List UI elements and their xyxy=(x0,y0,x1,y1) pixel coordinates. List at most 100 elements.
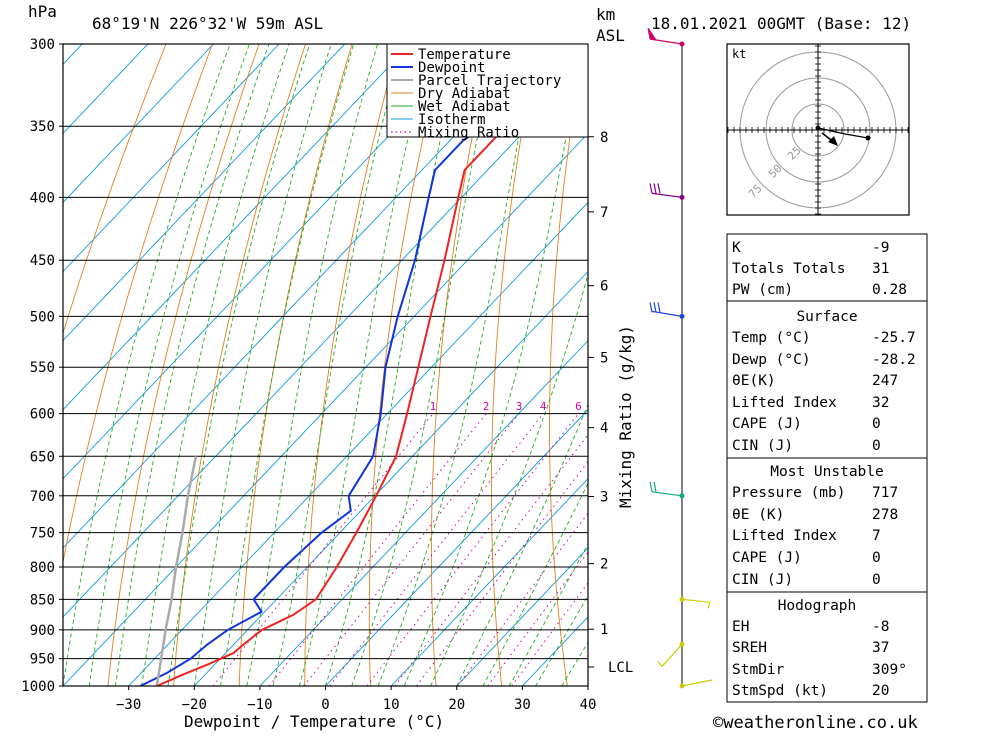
height-tick-label: 3 xyxy=(600,490,608,506)
y-tick-label: 650 xyxy=(30,449,55,465)
hodograph: kt 25 50 75 xyxy=(726,43,910,216)
legend-wet-adiabat: Wet Adiabat xyxy=(418,99,511,115)
y-tick-label: 450 xyxy=(30,253,55,269)
eh-value: -8 xyxy=(872,619,889,635)
legend-temperature: Temperature xyxy=(418,47,511,63)
dewpoint-line xyxy=(139,44,510,686)
mixing-ratio-line xyxy=(329,413,544,686)
totals-totals-value: 31 xyxy=(872,261,889,277)
mixing-ratio-line xyxy=(303,413,520,686)
surface-dewp-label: Dewp (°C) xyxy=(732,352,811,368)
temperature-axis: −30 −20 −10 0 10 20 30 40 xyxy=(116,686,596,713)
surface-lifted-index-label: Lifted Index xyxy=(732,395,837,411)
y-tick-label: 1000 xyxy=(21,679,55,695)
isotherm-line xyxy=(390,478,588,686)
hodograph-block-title: Hodograph xyxy=(778,598,857,614)
isotherm-line xyxy=(456,547,588,686)
surface-title: Surface xyxy=(796,309,857,325)
wind-barb-flag xyxy=(649,302,653,313)
mu-theta-e-value: 278 xyxy=(872,507,898,523)
height-tick-label: LCL xyxy=(608,660,633,676)
dry-adiabat-line xyxy=(63,44,213,565)
stmdir-label: StmDir xyxy=(732,662,785,678)
copyright[interactable]: ©weatheronline.co.uk xyxy=(713,713,918,733)
wind-barb-shaft xyxy=(681,598,711,603)
dry-adiabat-line xyxy=(63,44,167,335)
pw-value: 0.28 xyxy=(872,282,907,298)
surface-temp-value: -25.7 xyxy=(872,330,916,346)
wind-barbs xyxy=(647,27,713,689)
temperature-line xyxy=(156,44,546,686)
height-tick-label: 5 xyxy=(600,350,608,366)
wet-adiabat-line xyxy=(63,44,231,686)
mu-lifted-index-label: Lifted Index xyxy=(732,528,837,544)
hodograph-origin xyxy=(815,125,821,131)
wind-barb-pennant xyxy=(647,27,658,41)
mu-cape-label: CAPE (J) xyxy=(732,550,802,566)
km-unit-label: km xyxy=(596,5,615,24)
stmspd-label: StmSpd (kt) xyxy=(732,683,828,699)
dry-adiabat-line xyxy=(660,44,698,686)
isotherm-line xyxy=(63,132,588,686)
wind-barb-shaft xyxy=(651,310,683,317)
isotherm-line xyxy=(63,44,149,135)
isotherm-line xyxy=(63,44,411,411)
mixing-ratio-label: 4 xyxy=(540,400,547,413)
wind-barb-flag xyxy=(657,183,661,194)
wind-barb-flag xyxy=(649,183,653,194)
location-title: 68°19'N 226°32'W 59m ASL xyxy=(92,14,323,33)
parcel-trajectory-line xyxy=(155,456,198,686)
mixing-ratio-line xyxy=(394,434,588,686)
wind-barb-shaft xyxy=(681,679,713,687)
y-tick-label: 900 xyxy=(30,623,55,639)
mu-cape-value: 0 xyxy=(872,550,881,566)
dry-adiabat-line xyxy=(549,44,586,686)
mu-pressure-value: 717 xyxy=(872,485,898,501)
y-tick-label: 950 xyxy=(30,652,55,668)
surface-lifted-index-value: 32 xyxy=(872,395,889,411)
x-tick-label: −30 xyxy=(116,697,141,713)
x-tick-label: −10 xyxy=(247,697,272,713)
y-tick-label: 550 xyxy=(30,360,55,376)
wind-barb-flag xyxy=(707,602,711,609)
surface-cin-label: CIN (J) xyxy=(732,438,793,454)
mixing-ratio-axis-label: Mixing Ratio (g/kg) xyxy=(616,325,635,508)
totals-totals-label: Totals Totals xyxy=(732,261,846,277)
x-tick-label: −20 xyxy=(182,697,207,713)
asl-unit-label: ASL xyxy=(596,26,625,45)
sreh-value: 37 xyxy=(872,640,889,656)
legend: Temperature Dewpoint Parcel Trajectory D… xyxy=(386,43,589,141)
legend-parcel: Parcel Trajectory xyxy=(418,73,561,89)
mu-cin-label: CIN (J) xyxy=(732,572,793,588)
mixing-ratio-label: 6 xyxy=(575,400,582,413)
height-tick-label: 7 xyxy=(600,205,608,221)
surface-cape-value: 0 xyxy=(872,416,881,432)
y-tick-label: 700 xyxy=(30,489,55,505)
wet-adiabat-line xyxy=(220,44,355,686)
pw-label: PW (cm) xyxy=(732,282,793,298)
surface-cin-value: 0 xyxy=(872,438,881,454)
x-tick-label: 30 xyxy=(514,697,531,713)
x-tick-label: 10 xyxy=(383,697,400,713)
indices-table: K -9 Totals Totals 31 PW (cm) 0.28 Surfa… xyxy=(726,233,928,703)
k-index-value: -9 xyxy=(872,240,889,256)
height-tick-label: 1 xyxy=(600,622,608,638)
height-tick-label: 8 xyxy=(600,130,608,146)
date-title: 18.01.2021 00GMT (Base: 12) xyxy=(651,14,911,33)
dry-adiabat-line xyxy=(957,44,1000,686)
x-axis-label: Dewpoint / Temperature (°C) xyxy=(184,712,444,731)
isotherm-line xyxy=(63,44,280,273)
surface-cape-label: CAPE (J) xyxy=(732,416,802,432)
mu-theta-e-label: θE (K) xyxy=(732,507,784,523)
wind-barb-flag xyxy=(653,481,657,492)
isotherm-line xyxy=(63,44,346,342)
mixing-ratio-line xyxy=(268,413,487,686)
y-tick-label: 350 xyxy=(30,119,55,135)
mu-pressure-label: Pressure (mb) xyxy=(732,485,846,501)
surface-theta-e-value: 247 xyxy=(872,373,898,389)
y-tick-label: 500 xyxy=(30,309,55,325)
isotherm-line xyxy=(0,44,17,686)
legend-dewpoint: Dewpoint xyxy=(418,60,485,76)
isotherm-line xyxy=(259,339,588,686)
